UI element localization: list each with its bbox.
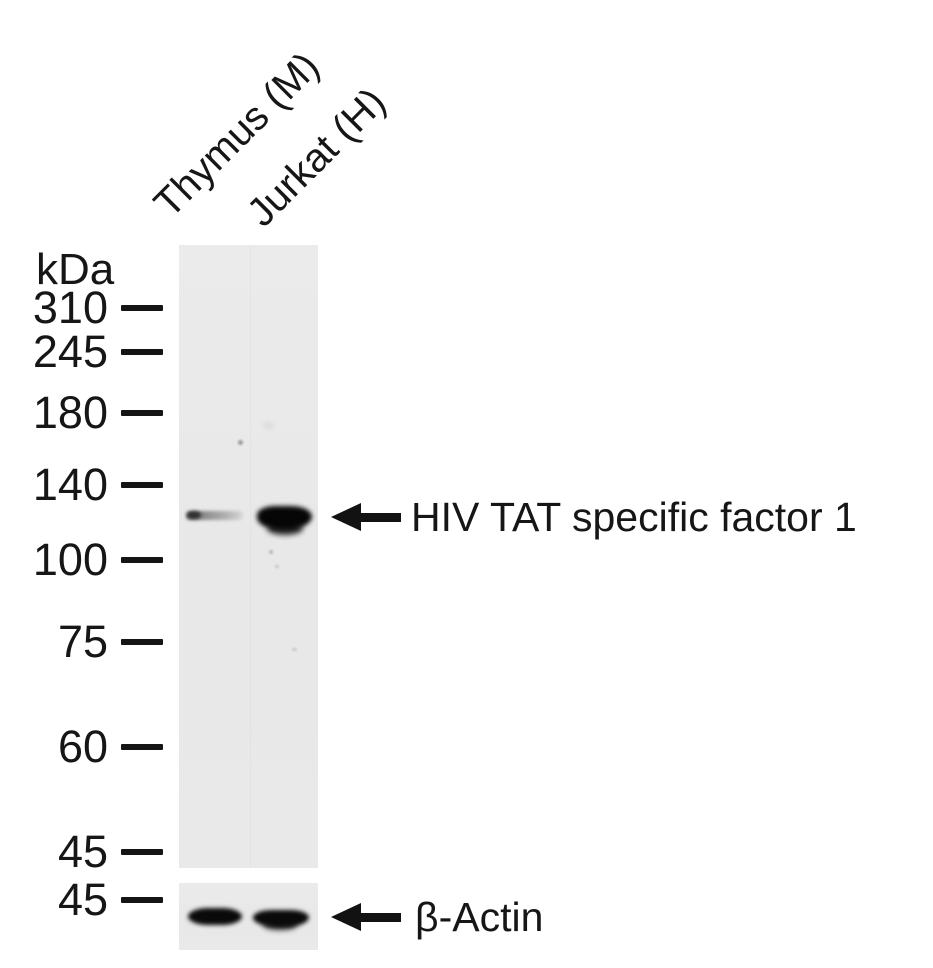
blot-smudge [263, 422, 274, 429]
band-actin-jurkat-bulge [263, 920, 297, 930]
marker-tick [121, 744, 163, 750]
lane-seam [250, 245, 251, 868]
blot-speck [238, 440, 243, 445]
marker-row-45-upper: 45 [24, 828, 163, 876]
marker-value: 60 [57, 721, 108, 772]
marker-tick [121, 349, 163, 355]
marker-row-60: 60 [24, 723, 163, 771]
marker-value: 245 [32, 326, 108, 377]
marker-row-310: 310 [24, 284, 163, 332]
marker-value: 140 [32, 459, 108, 510]
band-target-thymus-weak-tip [188, 511, 201, 519]
kda-unit-label: kDa [36, 245, 115, 294]
left-arrow-shaft [356, 513, 401, 522]
left-arrow-shaft [356, 913, 401, 922]
blot-panel-target [179, 245, 318, 868]
marker-row-45-lower: 45 [24, 876, 163, 924]
band-target-jurkat-strong-bulge [267, 522, 303, 535]
marker-tick [121, 639, 163, 645]
marker-value: 45 [57, 874, 108, 925]
marker-tick [121, 557, 163, 563]
marker-row-100: 100 [24, 536, 163, 584]
blot-speck [292, 648, 297, 651]
annotation-target-label: HIV TAT specific factor 1 [411, 494, 857, 540]
blot-speck [275, 565, 279, 568]
marker-value: 180 [32, 387, 108, 438]
marker-row-245: 245 [24, 328, 163, 376]
marker-tick [121, 849, 163, 855]
marker-value: 100 [32, 534, 108, 585]
blot-panel-loading-control [179, 883, 318, 950]
annotation-loading-control-label: β-Actin [415, 894, 544, 940]
marker-value: 310 [32, 282, 108, 333]
marker-tick [121, 305, 163, 311]
blot-speck [269, 550, 273, 554]
marker-row-140: 140 [24, 461, 163, 509]
marker-row-75: 75 [24, 618, 163, 666]
marker-tick [121, 482, 163, 488]
marker-tick [121, 897, 163, 903]
marker-row-180: 180 [24, 389, 163, 437]
marker-value: 45 [57, 826, 108, 877]
band-actin-thymus [188, 908, 242, 925]
marker-tick [121, 410, 163, 416]
marker-value: 75 [57, 616, 108, 667]
band-target-thymus-weak [186, 511, 243, 520]
